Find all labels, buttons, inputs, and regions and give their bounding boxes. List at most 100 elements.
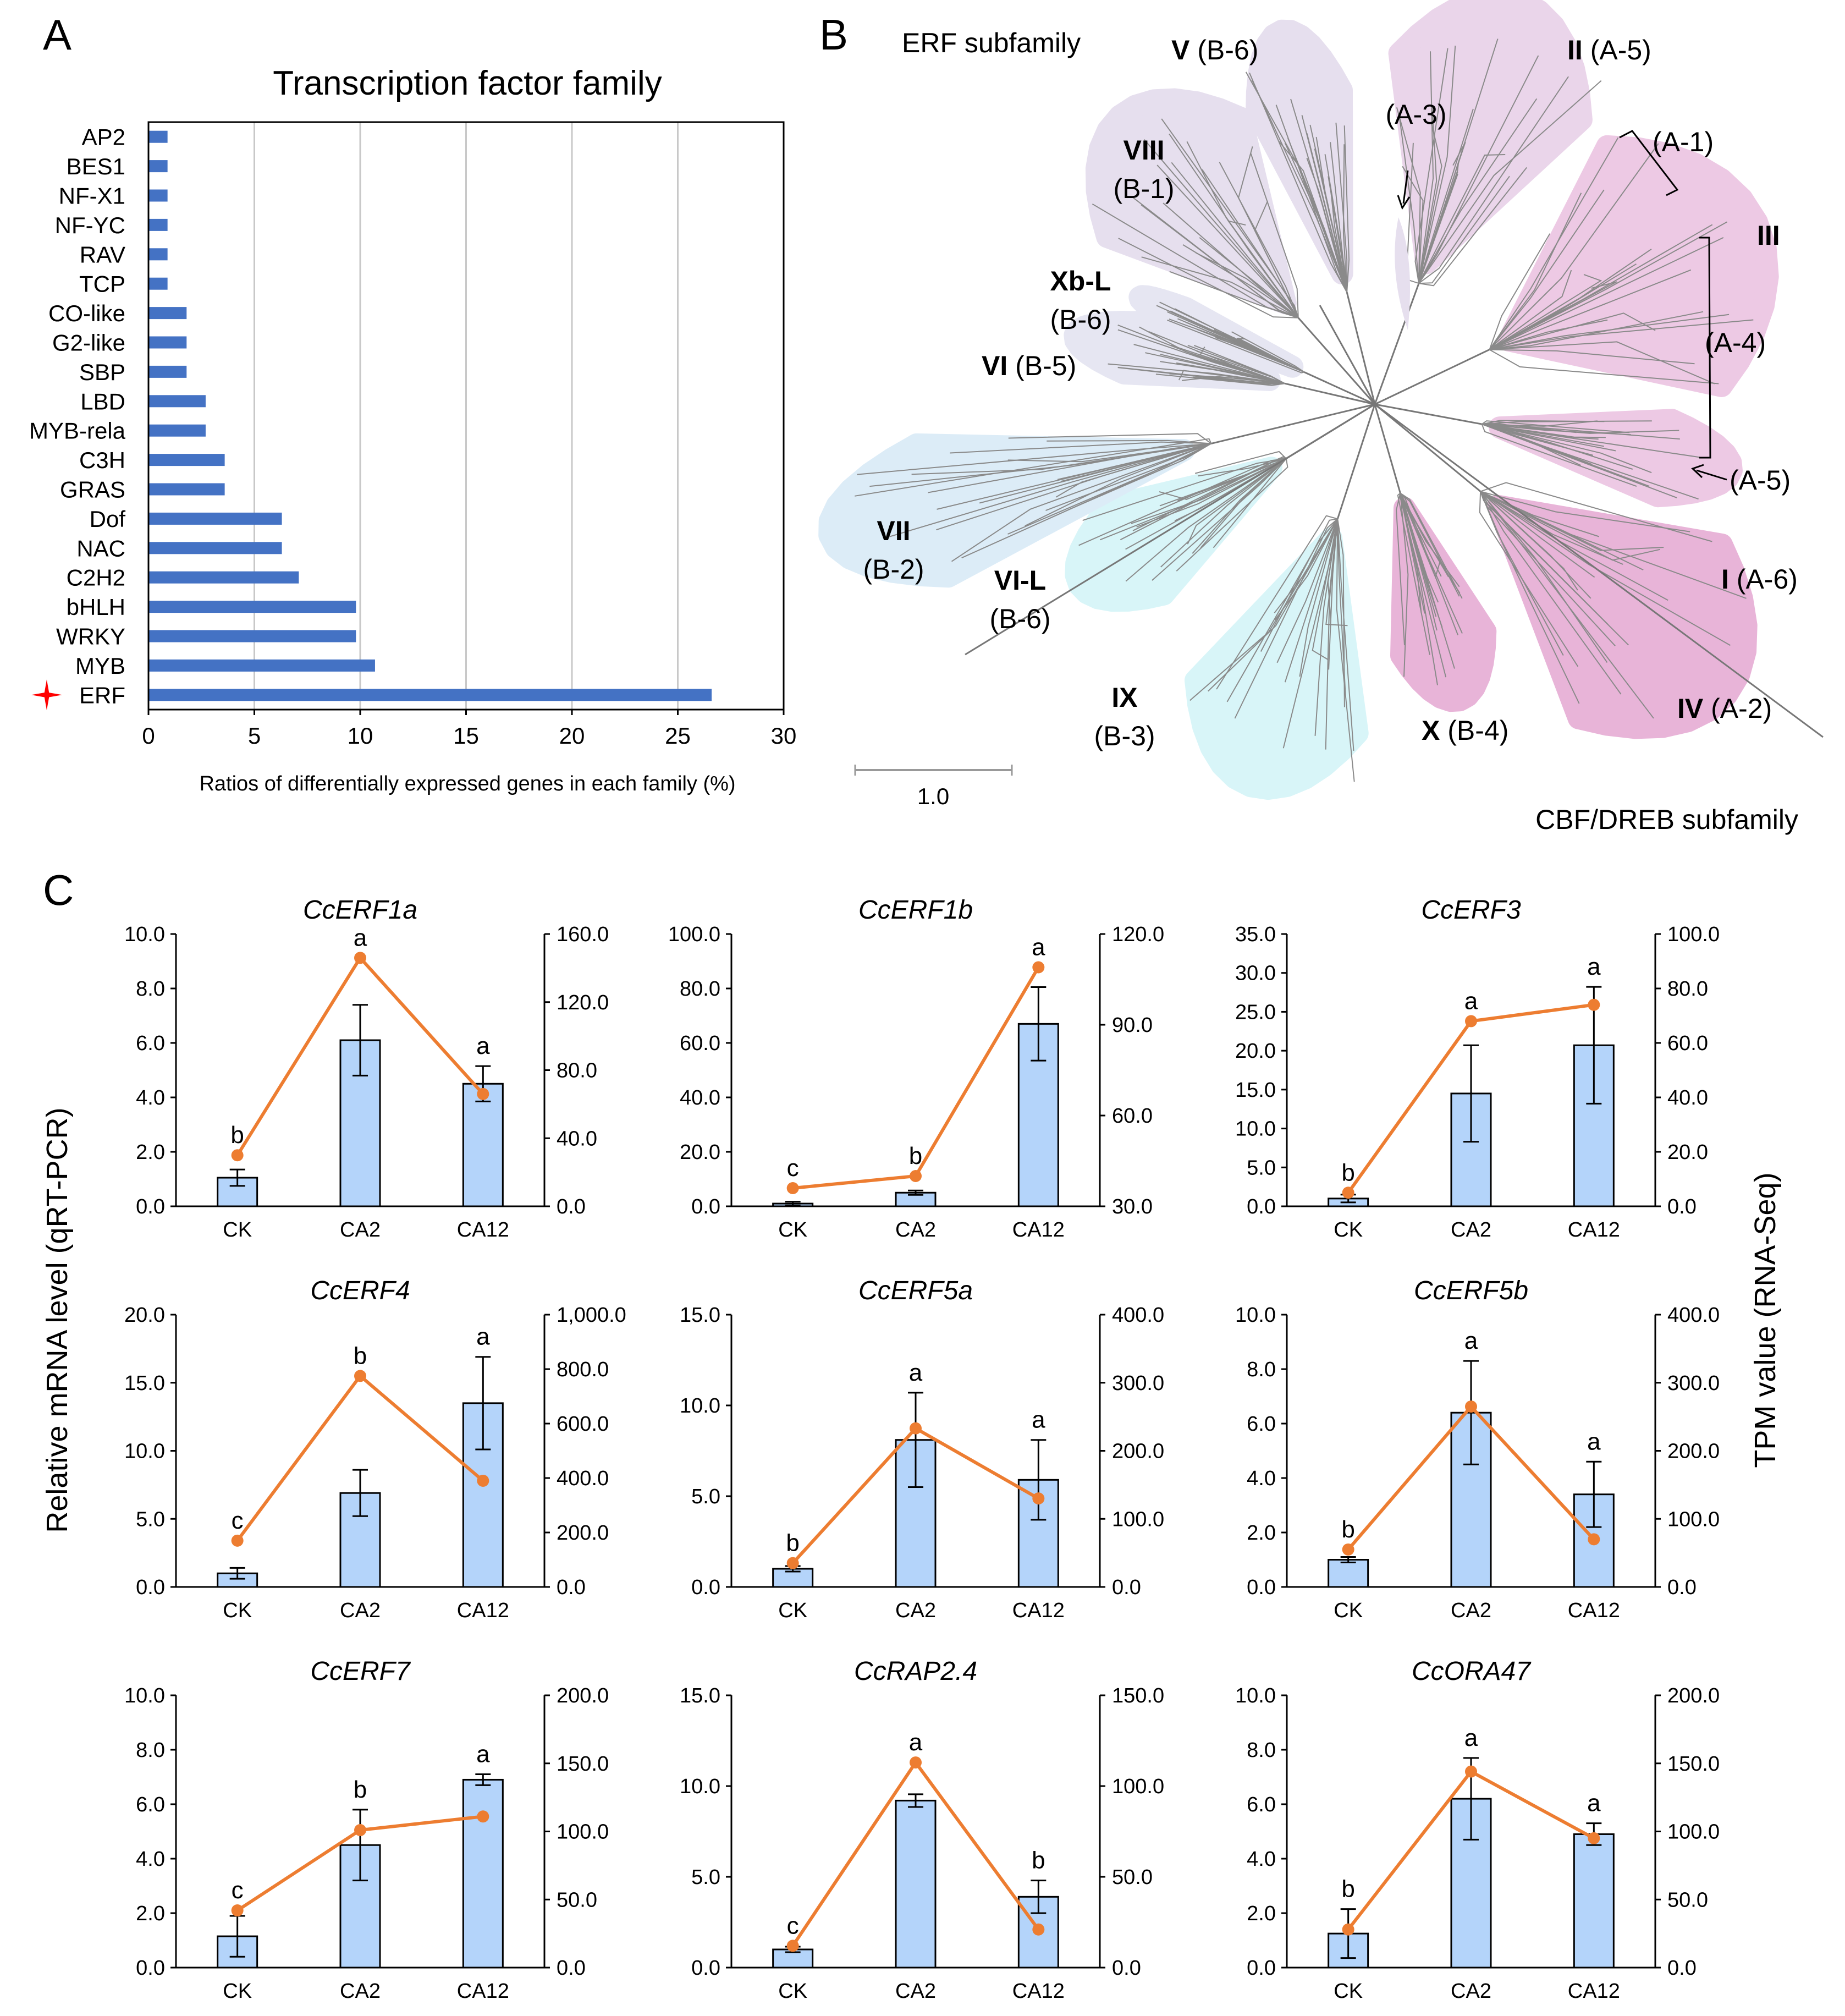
tree-branch [1479, 491, 1579, 667]
y-tick-label-left: 8.0 [1247, 1358, 1276, 1381]
panel-letter-c: C [43, 866, 74, 914]
tree-branch [1489, 349, 1695, 365]
y-tick-label-left: 15.0 [680, 1304, 720, 1327]
tree-branch [1481, 420, 1630, 433]
tree-branch [1211, 403, 1375, 444]
x-axis-title: Ratios of differentially expressed genes… [199, 772, 735, 795]
y-tick-label-right: 30.0 [1112, 1195, 1153, 1218]
bar-g2-like [148, 336, 187, 349]
y-tick-label-right: 200.0 [1112, 1440, 1164, 1463]
chart-ccerf1b: CcERF1b 0.0 20.0 40.0 60.0 80.0 100.0 30.0 60.0 9… [668, 896, 1164, 1242]
tree-branch [1489, 274, 1602, 350]
tree-branch [1398, 113, 1419, 284]
tree-branch [1418, 171, 1458, 284]
clade-label-iii: III [1757, 220, 1780, 251]
y-tick-label-left: 5.0 [1247, 1156, 1276, 1179]
significance-letter: a [354, 924, 367, 951]
clade-region [1390, 497, 1497, 712]
y-tick-label-right: 400.0 [557, 1467, 609, 1490]
y-tick-label-right: 800.0 [557, 1358, 609, 1381]
tree-branch [1337, 519, 1354, 751]
x-tick-label: CK [778, 1218, 807, 1242]
tree-branch [1481, 424, 1652, 474]
tpm-point [910, 1756, 922, 1769]
tree-branch [1397, 492, 1430, 655]
clade-name: III [1757, 220, 1780, 251]
tree-branch [1100, 458, 1287, 541]
tree-branch [1418, 76, 1569, 284]
y-tick-label-right: 80.0 [1667, 977, 1708, 1001]
y-tick-label-right: 200.0 [557, 1684, 609, 1707]
y-tick-label-left: 15.0 [124, 1372, 165, 1395]
tree-branch [1481, 424, 1633, 470]
significance-letter: a [476, 1741, 490, 1768]
y-tick-label-right: 90.0 [1112, 1014, 1153, 1037]
bar-dof [148, 512, 282, 525]
x-tick-label: CA2 [1451, 1980, 1491, 2003]
tpm-point [1342, 1923, 1354, 1936]
tpm-point [354, 1370, 366, 1382]
category-label: AP2 [82, 124, 125, 150]
x-tick-label: CK [778, 1599, 807, 1622]
tree-branch [1396, 107, 1421, 284]
tpm-point [231, 1149, 244, 1162]
bar-bhlh [148, 601, 356, 613]
subfamily-label-erf: ERF subfamily [902, 28, 1081, 58]
tree-branch [1418, 167, 1527, 287]
tree-branch [1489, 233, 1551, 350]
significance-letter: b [1341, 1516, 1354, 1543]
tpm-point [477, 1810, 489, 1823]
highlight-star-icon [31, 679, 62, 711]
tree-branch [1480, 491, 1654, 719]
tree-branch [1284, 142, 1348, 293]
tree-branch [1336, 519, 1355, 782]
tree-branch [936, 443, 1211, 531]
tree-branch [1176, 458, 1288, 572]
y-tick-label-left: 80.0 [680, 977, 720, 1001]
y-tick-label-left: 10.0 [1235, 1304, 1276, 1327]
chart-title: CcERF1a [303, 896, 417, 925]
bar-gras [148, 483, 225, 496]
tree-branch [1304, 371, 1375, 405]
y-tick-label-left: 30.0 [1235, 962, 1276, 985]
significance-letter: a [476, 1032, 490, 1059]
clade-group: (B-6) [1189, 35, 1258, 65]
x-tick-label: 5 [248, 723, 261, 749]
clade-label-iv: IV (A-2) [1677, 693, 1772, 724]
x-tick-label: CA12 [1568, 1980, 1620, 2003]
tree-branch [1297, 317, 1376, 405]
arrow-head-icon [1691, 464, 1704, 479]
clade-region [1487, 495, 1758, 739]
tree-branch [1418, 51, 1434, 284]
tree-branch [1374, 403, 1482, 425]
significance-letter: a [1032, 1407, 1045, 1433]
x-tick-label: CA2 [340, 1980, 381, 2003]
clade-group: (A-4) [1705, 327, 1766, 358]
tpm-point [1465, 1015, 1477, 1028]
clade-group-xbl: (B-6) [1050, 304, 1111, 335]
tree-branch [1418, 98, 1538, 284]
category-label: C2H2 [67, 565, 125, 591]
tree-branch [1160, 458, 1287, 568]
y-tick-label-right: 0.0 [1667, 1957, 1697, 1980]
significance-letter: c [232, 1877, 244, 1904]
category-label: BES1 [67, 153, 125, 179]
bar-lbd [148, 395, 206, 408]
tree-branch [888, 443, 1211, 538]
tree-branch [1194, 344, 1285, 384]
tree-branch [1336, 404, 1376, 519]
x-tick-label: CA12 [1568, 1599, 1620, 1622]
tree-branch [1418, 45, 1456, 284]
tree-branch [1250, 153, 1299, 318]
bar-sbp [148, 365, 187, 378]
tpm-point [1032, 961, 1045, 974]
tree-branch [1132, 197, 1299, 318]
significance-letter: a [1587, 953, 1601, 980]
category-label: NAC [76, 535, 125, 561]
x-tick-label: 0 [142, 723, 155, 749]
tree-branch [1489, 248, 1652, 350]
clade-label-viii: VIII [1123, 135, 1164, 166]
significance-letter: a [1032, 934, 1045, 961]
y-tick-label-right: 400.0 [1667, 1304, 1720, 1327]
significance-letter: a [1464, 1327, 1478, 1354]
